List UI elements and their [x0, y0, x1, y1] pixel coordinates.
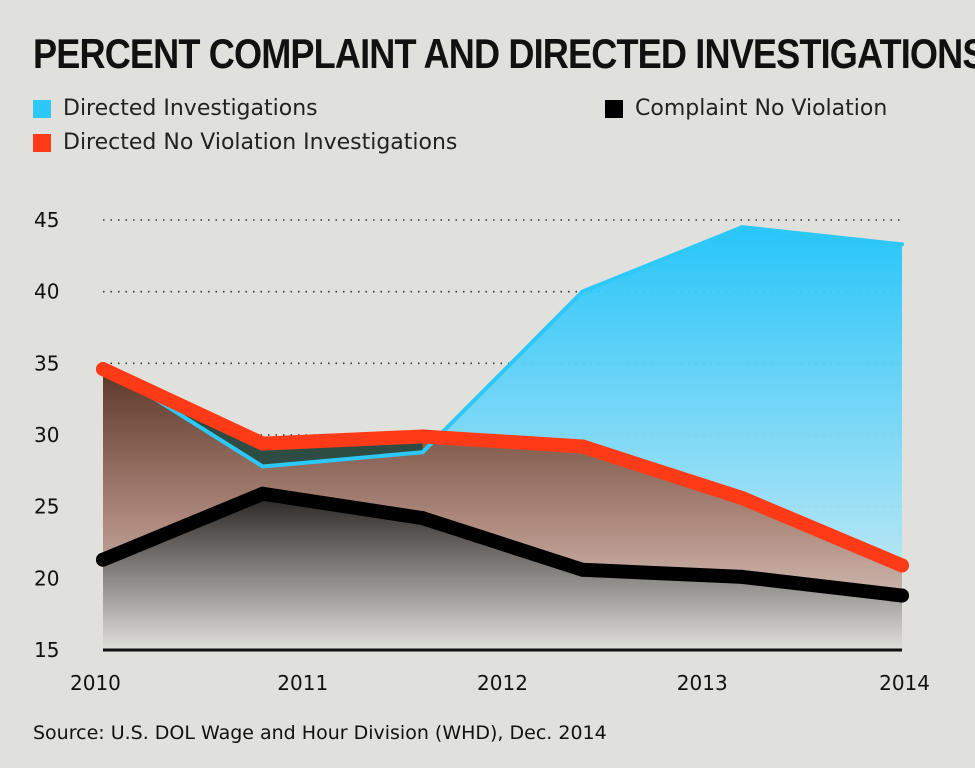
line-complaint-no-violation — [96, 486, 909, 603]
point-directed-no-violation-0 — [96, 362, 110, 377]
point-directed-no-violation-5 — [895, 558, 909, 573]
point-directed-no-violation-3 — [575, 439, 590, 454]
line-directed-investigations — [101, 225, 904, 469]
legend-swatch-directed-no-violation — [33, 133, 51, 152]
y-tick-label-25: 25 — [34, 495, 59, 519]
point-complaint-no-violation-2 — [415, 511, 430, 526]
legend-label-directed-no-violation: Directed No Violation Investigations — [63, 130, 458, 155]
legend-label-complaint-no-violation: Complaint No Violation — [635, 96, 888, 121]
legend-swatch-directed-investigations — [33, 99, 51, 118]
y-tick-label-35: 35 — [34, 351, 59, 375]
point-directed-investigations-3 — [580, 289, 585, 294]
point-directed-investigations-1 — [260, 464, 265, 469]
point-complaint-no-violation-4 — [735, 569, 750, 584]
x-tick-label-2010: 2010 — [70, 671, 121, 695]
axes: 15 20 25 30 35 40 45 2010 2011 2012 2013 2014 — [34, 208, 930, 695]
legend-item-directed-investigations: Directed Investigations — [33, 96, 318, 121]
point-directed-investigations-4 — [740, 225, 745, 230]
point-complaint-no-violation-0 — [96, 552, 110, 567]
y-tick-label-20: 20 — [34, 566, 59, 590]
x-tick-label-2012: 2012 — [477, 671, 528, 695]
point-directed-investigations-5 — [900, 242, 904, 247]
legend-label-directed-investigations: Directed Investigations — [63, 96, 318, 121]
legend-swatch-complaint-no-violation — [605, 99, 623, 118]
y-tick-label-30: 30 — [34, 423, 59, 447]
point-directed-no-violation-2 — [415, 429, 430, 444]
legend-item-directed-no-violation: Directed No Violation Investigations — [33, 130, 457, 155]
y-tick-label-40: 40 — [34, 280, 59, 304]
y-tick-label-45: 45 — [34, 208, 59, 232]
point-directed-investigations-2 — [420, 450, 425, 455]
x-tick-label-2013: 2013 — [677, 671, 728, 695]
point-complaint-no-violation-3 — [575, 562, 590, 577]
point-directed-no-violation-4 — [735, 491, 750, 506]
legend-item-complaint-no-violation: Complaint No Violation — [605, 96, 887, 121]
area-complaint-no-violation — [103, 493, 902, 650]
point-complaint-no-violation-5 — [895, 588, 909, 603]
series-lines — [96, 225, 909, 603]
source-note: Source: U.S. DOL Wage and Hour Division … — [33, 722, 607, 744]
y-tick-label-15: 15 — [34, 638, 59, 662]
line-directed-no-violation — [96, 362, 909, 573]
point-complaint-no-violation-1 — [255, 486, 270, 501]
x-tick-label-2014: 2014 — [879, 671, 930, 695]
chart-title: PERCENT COMPLAINT AND DIRECTED INVESTIGA… — [33, 30, 975, 77]
x-tick-label-2011: 2011 — [277, 671, 328, 695]
point-directed-no-violation-1 — [255, 436, 270, 451]
